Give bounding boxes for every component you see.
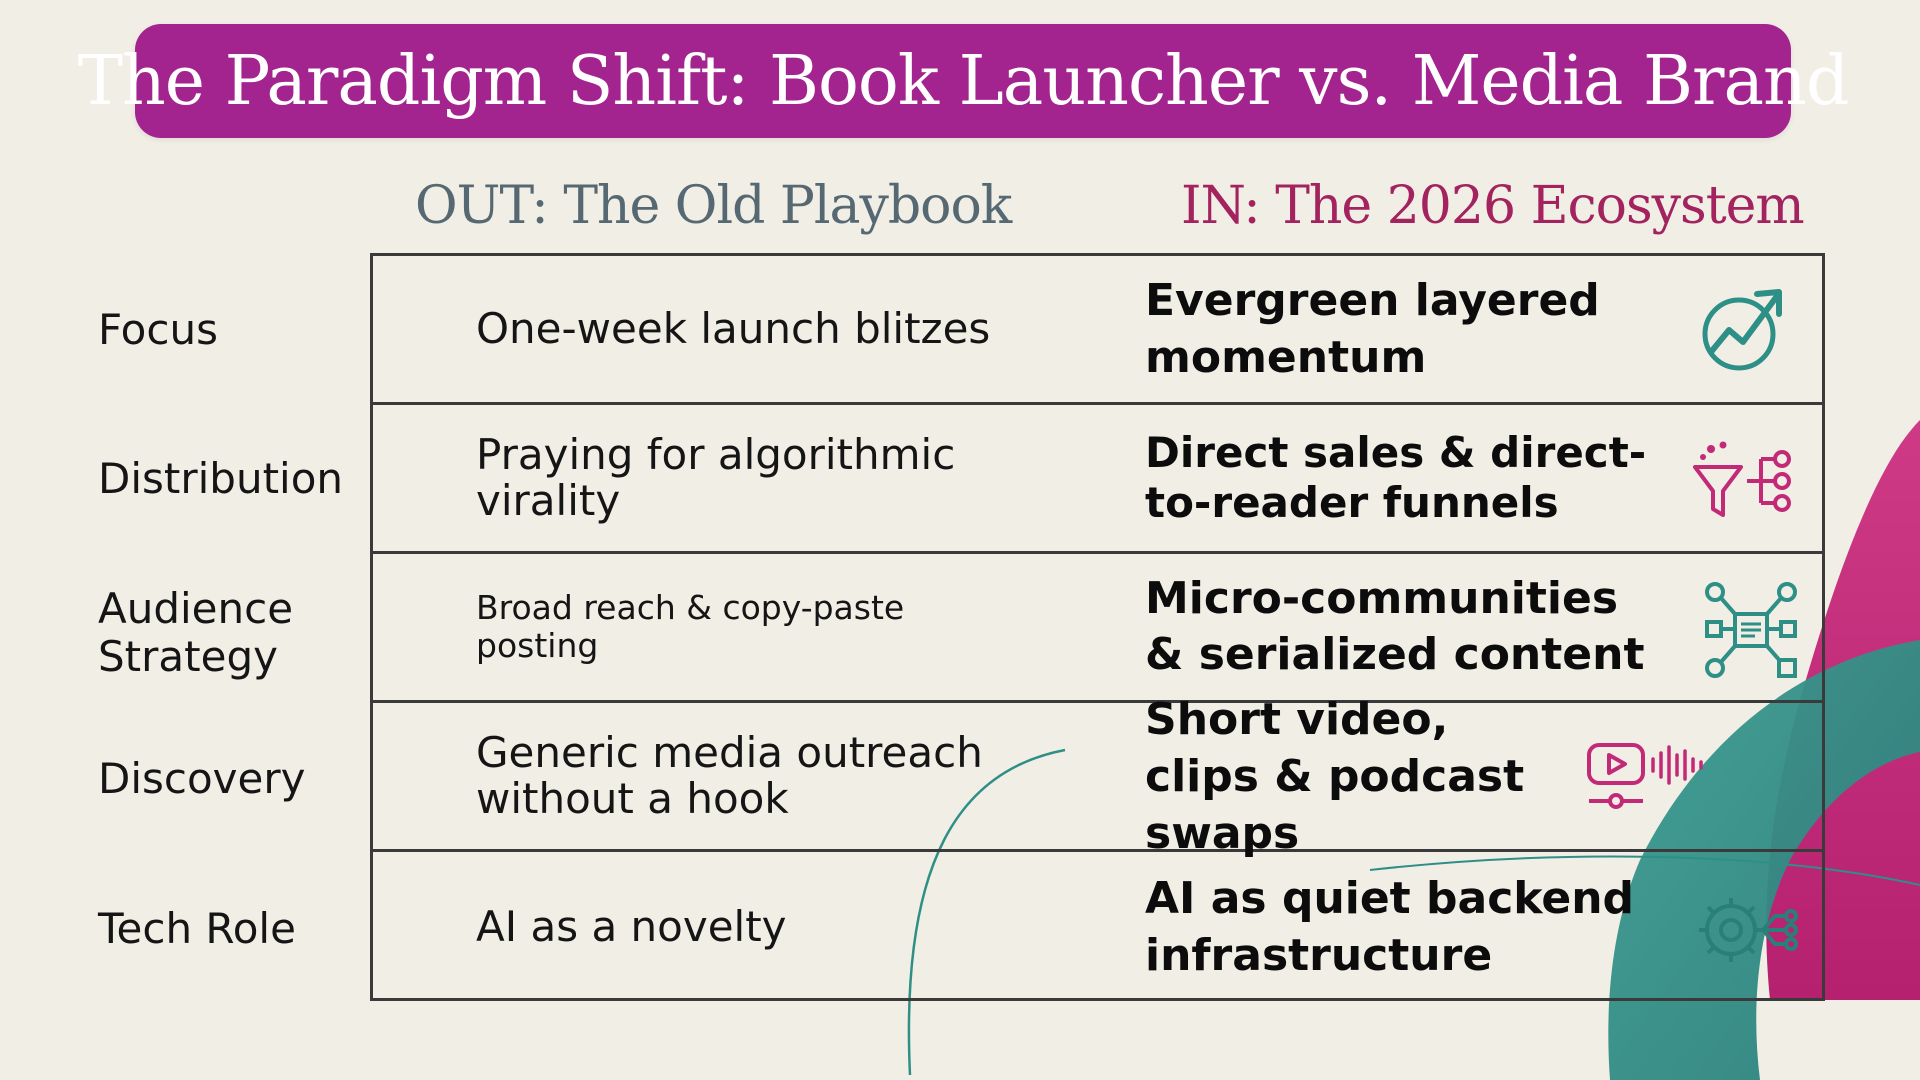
old-approach-cell: Broad reach & copy-paste posting bbox=[476, 588, 905, 665]
funnel-icon bbox=[1693, 441, 1791, 517]
old-approach-cell: AI as a novelty bbox=[476, 901, 787, 951]
row-label-distribution: Distribution bbox=[98, 454, 344, 503]
table-row: Broad reach & copy-paste posting Micro-c… bbox=[373, 554, 1822, 703]
comparison-table: One-week launch blitzes Evergreen layere… bbox=[370, 253, 1825, 1001]
out-column-heading: OUT: The Old Playbook bbox=[415, 176, 1012, 236]
new-approach-cell: Micro-communities & serialized content bbox=[1145, 573, 1645, 680]
video-audio-icon bbox=[1587, 743, 1703, 809]
growth-chart-icon bbox=[1702, 289, 1782, 371]
row-label-tech-role: Tech Role bbox=[98, 904, 296, 953]
old-approach-cell: Generic media outreach without a hook bbox=[476, 728, 983, 823]
old-approach-cell: One-week launch blitzes bbox=[476, 304, 991, 353]
table-row: Praying for algorithmic virality Direct … bbox=[373, 405, 1822, 554]
title-banner: The Paradigm Shift: Book Launcher vs. Me… bbox=[78, 24, 1849, 138]
network-hub-icon bbox=[1705, 582, 1797, 678]
table-row: AI as a novelty AI as quiet backend infr… bbox=[373, 852, 1822, 1001]
page-title: The Paradigm Shift: Book Launcher vs. Me… bbox=[77, 41, 1850, 121]
row-label-audience-strategy: Audience Strategy bbox=[98, 584, 294, 681]
in-column-heading: IN: The 2026 Ecosystem bbox=[1181, 176, 1805, 236]
new-approach-cell: Short video, clips & podcast swaps bbox=[1145, 693, 1525, 859]
new-approach-cell: Evergreen layered momentum bbox=[1145, 275, 1600, 383]
row-label-discovery: Discovery bbox=[98, 754, 306, 803]
new-approach-cell: Direct sales & direct-to-reader funnels bbox=[1145, 428, 1647, 527]
new-approach-cell: AI as quiet backend infrastructure bbox=[1145, 872, 1635, 981]
table-row: One-week launch blitzes Evergreen layere… bbox=[373, 256, 1822, 405]
table-row: Generic media outreach without a hook Sh… bbox=[373, 693, 1822, 859]
gear-circuit-icon bbox=[1699, 898, 1798, 962]
old-approach-cell: Praying for algorithmic virality bbox=[476, 430, 956, 525]
row-label-focus: Focus bbox=[98, 305, 218, 354]
